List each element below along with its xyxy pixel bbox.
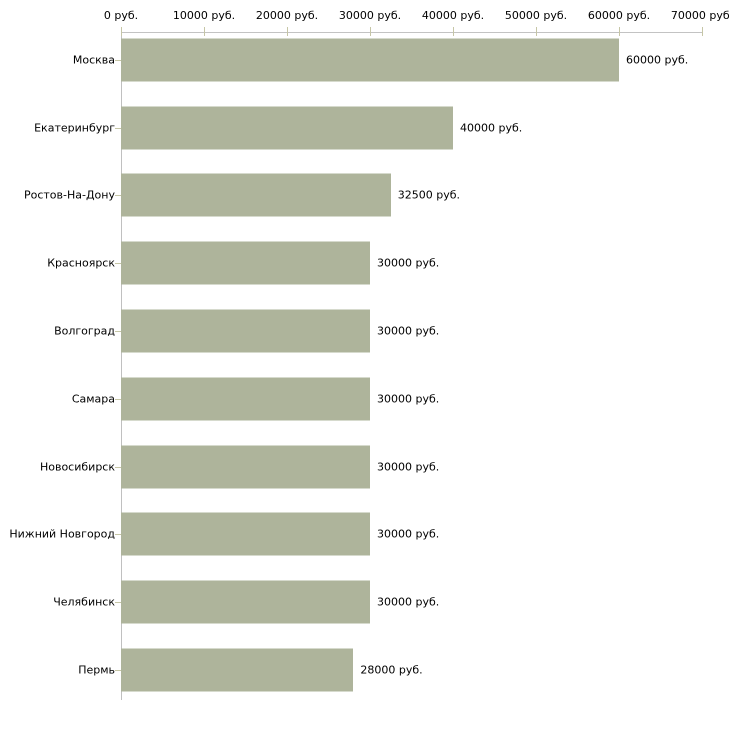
bar xyxy=(121,445,370,489)
value-label: 30000 руб. xyxy=(377,324,440,338)
category-label: Красноярск xyxy=(47,256,115,270)
category-label: Волгоград xyxy=(54,324,115,338)
x-axis-tick-label: 20000 руб. xyxy=(255,9,319,22)
category-label: Нижний Новгород xyxy=(9,527,115,541)
bar-row: Челябинск 30000 руб. xyxy=(0,568,730,636)
x-axis-tick-label: 70000 руб. xyxy=(670,9,730,22)
bar-row: Москва 60000 руб. xyxy=(0,26,730,94)
y-axis-tick-icon xyxy=(115,59,121,61)
category-label: Челябинск xyxy=(53,595,115,609)
category-label: Екатеринбург xyxy=(34,121,115,135)
bar-row: Новосибирск 30000 руб. xyxy=(0,433,730,501)
x-axis-tick-icon xyxy=(619,27,620,36)
x-axis-tick-label: 60000 руб. xyxy=(587,9,651,22)
bar-row: Красноярск 30000 руб. xyxy=(0,229,730,297)
value-label: 30000 руб. xyxy=(377,256,440,270)
bar xyxy=(121,648,354,692)
value-label: 60000 руб. xyxy=(626,53,689,67)
value-label: 32500 руб. xyxy=(397,188,461,202)
y-axis-tick-icon xyxy=(115,670,121,672)
bar xyxy=(121,512,370,556)
x-axis-tick-icon xyxy=(204,27,205,36)
x-axis-tick-icon xyxy=(453,27,454,36)
category-label: Ростов-На-Дону xyxy=(23,188,115,202)
x-axis-tick-icon xyxy=(287,27,288,36)
bar xyxy=(121,580,370,624)
bar xyxy=(121,309,370,353)
x-axis-tick-icon xyxy=(121,27,122,36)
category-label: Пермь xyxy=(78,663,115,677)
x-axis-tick-icon xyxy=(536,27,537,36)
y-axis-tick-icon xyxy=(115,466,121,468)
y-axis-tick-icon xyxy=(115,534,121,536)
value-label: 40000 руб. xyxy=(460,121,523,135)
bar-row: Волгоград 30000 руб. xyxy=(0,297,730,365)
value-label: 30000 руб. xyxy=(377,460,440,474)
value-label: 30000 руб. xyxy=(377,392,440,406)
y-axis-tick-icon xyxy=(115,263,121,265)
bar xyxy=(121,377,370,421)
bar-row: Екатеринбург 40000 руб. xyxy=(0,94,730,162)
x-axis-tick-label: 0 руб. xyxy=(103,9,139,22)
category-label: Москва xyxy=(72,53,115,67)
category-label: Новосибирск xyxy=(39,460,115,474)
y-axis-tick-icon xyxy=(115,602,121,604)
value-label: 30000 руб. xyxy=(377,595,440,609)
bar xyxy=(121,106,453,150)
x-axis-tick-label: 10000 руб. xyxy=(172,9,236,22)
value-label: 30000 руб. xyxy=(377,527,440,541)
bar-row: Ростов-На-Дону 32500 руб. xyxy=(0,162,730,230)
bars-area: Москва 60000 руб. Екатеринбург 40000 руб… xyxy=(0,26,730,704)
category-label: Самара xyxy=(71,392,115,406)
x-axis-tick-label: 50000 руб. xyxy=(504,9,568,22)
x-axis-tick-icon xyxy=(702,27,703,36)
y-axis-tick-icon xyxy=(115,127,121,129)
bar-row: Самара 30000 руб. xyxy=(0,365,730,433)
y-axis-tick-icon xyxy=(115,398,121,400)
bar xyxy=(121,173,391,217)
y-axis-tick-icon xyxy=(115,195,121,197)
value-label: 28000 руб. xyxy=(360,663,423,677)
x-axis-line xyxy=(121,32,703,33)
x-axis-tick-label: 40000 руб. xyxy=(421,9,485,22)
bar-row: Пермь 28000 руб. xyxy=(0,636,730,704)
bar xyxy=(121,241,370,285)
bar xyxy=(121,38,619,82)
y-axis-line xyxy=(121,32,122,700)
bar-row: Нижний Новгород 30000 руб. xyxy=(0,501,730,569)
y-axis-tick-icon xyxy=(115,331,121,333)
x-axis-tick-label: 30000 руб. xyxy=(338,9,402,22)
x-axis-tick-icon xyxy=(370,27,371,36)
